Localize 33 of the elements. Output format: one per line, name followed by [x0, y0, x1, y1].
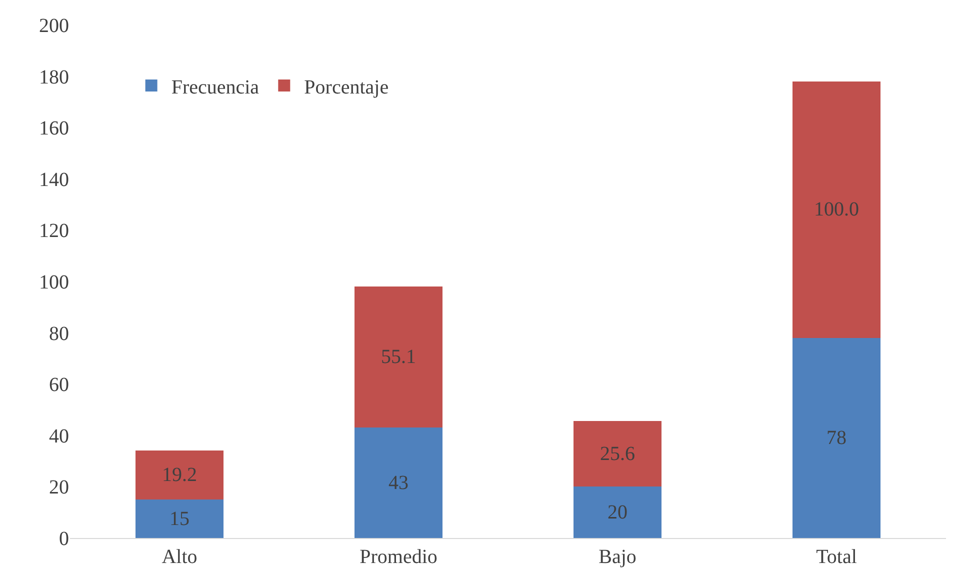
x-tick-label: Total: [816, 546, 858, 568]
legend-label: Porcentaje: [304, 76, 389, 98]
bar: [136, 500, 224, 538]
bar: [354, 286, 442, 428]
data-label: 100.0: [814, 198, 859, 221]
data-label: 78: [826, 426, 846, 449]
x-tick-label: Bajo: [598, 546, 636, 568]
y-tick-label: 80: [49, 322, 69, 345]
bar: [574, 421, 662, 487]
data-label: 43: [388, 472, 408, 494]
bar: [792, 81, 880, 338]
data-label: 15: [170, 508, 190, 530]
y-tick-label: 20: [49, 476, 69, 499]
bar: [792, 338, 880, 538]
data-label: 20: [608, 501, 628, 524]
y-tick-label: 200: [39, 15, 69, 37]
y-tick-label: 0: [59, 528, 69, 550]
y-tick-label: 120: [39, 220, 69, 242]
x-tick-label: Alto: [162, 546, 198, 568]
bar: [354, 428, 442, 538]
bar: [574, 486, 662, 538]
data-label: 55.1: [381, 346, 416, 368]
y-tick-label: 180: [39, 66, 69, 88]
y-tick-label: 140: [39, 168, 69, 191]
y-tick-label: 60: [49, 374, 69, 396]
legend-label: Frecuencia: [171, 76, 260, 98]
y-tick-label: 100: [39, 272, 69, 294]
bar: [136, 450, 224, 500]
data-label: 25.6: [600, 442, 635, 465]
x-tick-label: Promedio: [360, 546, 438, 568]
y-tick-label: 160: [39, 118, 69, 140]
data-label: 19.2: [162, 464, 197, 486]
y-tick-label: 40: [49, 425, 69, 448]
